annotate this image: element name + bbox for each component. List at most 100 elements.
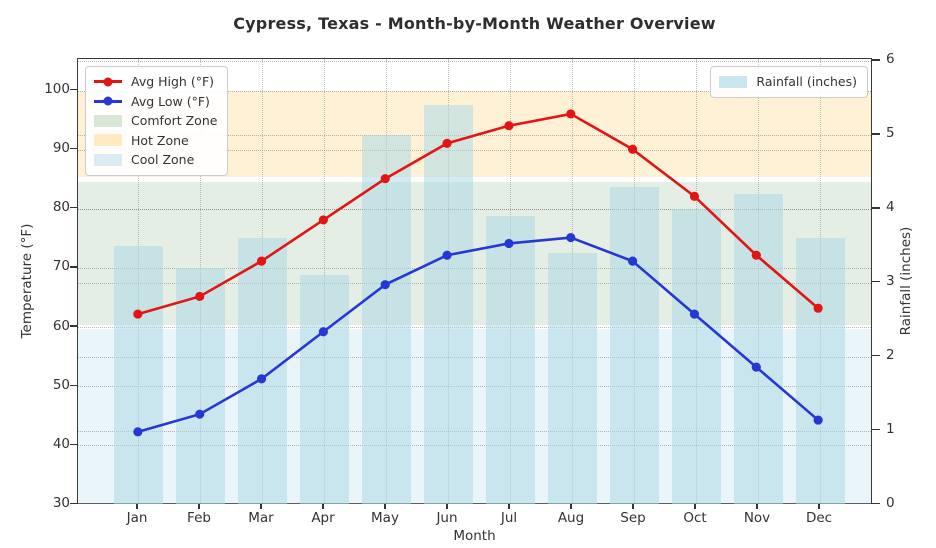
- legend-item-comfort-zone: Comfort Zone: [94, 111, 217, 131]
- temp-tick-80: [70, 207, 77, 209]
- rain-tick-label-0: 0: [886, 495, 895, 511]
- month-tick-aug: [570, 504, 572, 509]
- rainfall-bar-jan: [113, 245, 163, 505]
- rain-tick-label-4: 4: [886, 199, 895, 216]
- month-label-dec: Dec: [805, 510, 833, 526]
- avg-high-f-point-jun: [442, 138, 452, 148]
- month-label-oct: Oct: [683, 510, 707, 526]
- avg-low-f-point-nov: [751, 362, 761, 372]
- temp-gridline-90: [78, 149, 871, 151]
- rainfall-bar-oct: [671, 208, 721, 505]
- rain-tick-6: [872, 59, 880, 61]
- avg-high-f-point-nov: [751, 250, 761, 260]
- legend-item-hot-zone: Hot Zone: [94, 131, 217, 151]
- legend-label: Rainfall (inches): [756, 74, 857, 90]
- temp-tick-label-60: 60: [52, 317, 70, 334]
- avg-high-f-point-sep: [628, 144, 638, 154]
- legend-label: Cool Zone: [131, 152, 195, 168]
- rainfall-bar-aug: [547, 253, 597, 505]
- temp-tick-50: [70, 384, 77, 386]
- avg-low-f-point-jun: [442, 250, 452, 260]
- rainfall-bar-feb: [175, 267, 225, 505]
- month-tick-sep: [632, 504, 634, 509]
- temp-tick-70: [70, 266, 77, 268]
- rain-tick-label-1: 1: [886, 421, 895, 438]
- avg-low-f-point-jan: [133, 427, 143, 437]
- temp-gridline-40: [78, 445, 871, 447]
- rain-tick-0: [872, 502, 880, 505]
- rainfall-bar-sep: [609, 186, 659, 505]
- avg-high-f-point-jan: [133, 309, 143, 319]
- plot-area: Avg High (°F) Avg Low (°F) Comfort Zone Hot…: [77, 58, 872, 505]
- rainfall-bar-may: [361, 134, 411, 505]
- avg-low-f-point-feb: [195, 409, 205, 419]
- avg-low-f-point-oct: [689, 309, 700, 319]
- temp-gridline-50: [78, 386, 871, 388]
- month-tick-jan: [136, 504, 138, 509]
- month-label-nov: Nov: [743, 510, 771, 526]
- rain-tick-1: [872, 428, 880, 431]
- month-label-mar: Mar: [248, 510, 274, 526]
- rainfall-inches-patch-icon: [719, 75, 748, 88]
- legend-label: Avg High (°F): [131, 74, 215, 90]
- avg-low-f-point-jul: [504, 238, 514, 249]
- marker-dot-icon: [103, 96, 113, 106]
- month-tick-apr: [322, 504, 324, 509]
- temp-tick-60: [70, 325, 77, 327]
- rain-gridline-4: [78, 208, 871, 210]
- temp-tick-90: [70, 148, 77, 150]
- comfort-zone-patch-icon: [94, 114, 122, 127]
- avg-high-f-point-aug: [566, 109, 576, 119]
- temp-tick-label-100: 100: [44, 81, 70, 98]
- month-tick-may: [384, 504, 386, 509]
- rain-tick-5: [872, 133, 880, 135]
- legend-rainfall: Rainfall (inches): [710, 66, 868, 98]
- month-label-jan: Jan: [126, 510, 148, 526]
- month-label-apr: Apr: [311, 510, 335, 526]
- rain-gridline-6: [78, 60, 871, 62]
- x-axis-title: Month: [453, 528, 496, 544]
- rainfall-bar-dec: [795, 238, 845, 505]
- legend-item-cool-zone: Cool Zone: [94, 150, 217, 170]
- hot-zone-patch-icon: [94, 134, 122, 147]
- rainfall-bar-jun: [423, 105, 473, 505]
- avg-high-f-point-dec: [813, 303, 823, 313]
- temp-tick-label-90: 90: [52, 140, 70, 157]
- right-axis-title: Rainfall (inches): [898, 226, 914, 336]
- legend-label: Comfort Zone: [131, 113, 218, 129]
- month-tick-jul: [508, 504, 510, 509]
- temp-gridline-100: [78, 90, 871, 92]
- rainfall-bar-apr: [299, 275, 349, 505]
- month-tick-nov: [756, 504, 758, 509]
- avg-low-f-point-may: [380, 280, 390, 290]
- month-label-aug: Aug: [557, 510, 585, 526]
- rain-tick-4: [872, 207, 880, 209]
- month-tick-feb: [198, 504, 200, 509]
- avg-high-f-line: [137, 112, 819, 316]
- month-tick-mar: [260, 504, 262, 509]
- avg-low-f-point-mar: [256, 374, 267, 384]
- temperature-lines: [133, 109, 823, 437]
- avg-high-f-point-oct: [689, 191, 700, 201]
- rain-tick-label-6: 6: [886, 51, 895, 68]
- temp-tick-label-80: 80: [52, 199, 70, 216]
- temp-tick-40: [70, 443, 77, 446]
- avg-low-f-point-aug: [566, 232, 576, 243]
- rain-gridline-3: [78, 282, 871, 284]
- legend-temperature-zones: Avg High (°F) Avg Low (°F) Comfort Zone Hot…: [85, 66, 229, 176]
- temp-tick-label-30: 30: [52, 495, 70, 511]
- month-tick-oct: [694, 504, 696, 509]
- legend-label: Avg Low (°F): [131, 93, 210, 109]
- rain-tick-label-5: 5: [886, 125, 895, 142]
- month-label-feb: Feb: [187, 510, 211, 526]
- avg-high-f-point-jul: [504, 121, 514, 131]
- avg-low-f-line: [137, 236, 819, 434]
- rain-gridline-1: [78, 430, 871, 432]
- month-label-jul: Jul: [500, 510, 518, 526]
- rain-tick-3: [872, 281, 880, 283]
- legend-item-avg-high-f: Avg High (°F): [94, 72, 217, 92]
- month-label-jun: Jun: [436, 510, 458, 526]
- month-tick-dec: [818, 504, 820, 509]
- rain-tick-2: [872, 355, 880, 357]
